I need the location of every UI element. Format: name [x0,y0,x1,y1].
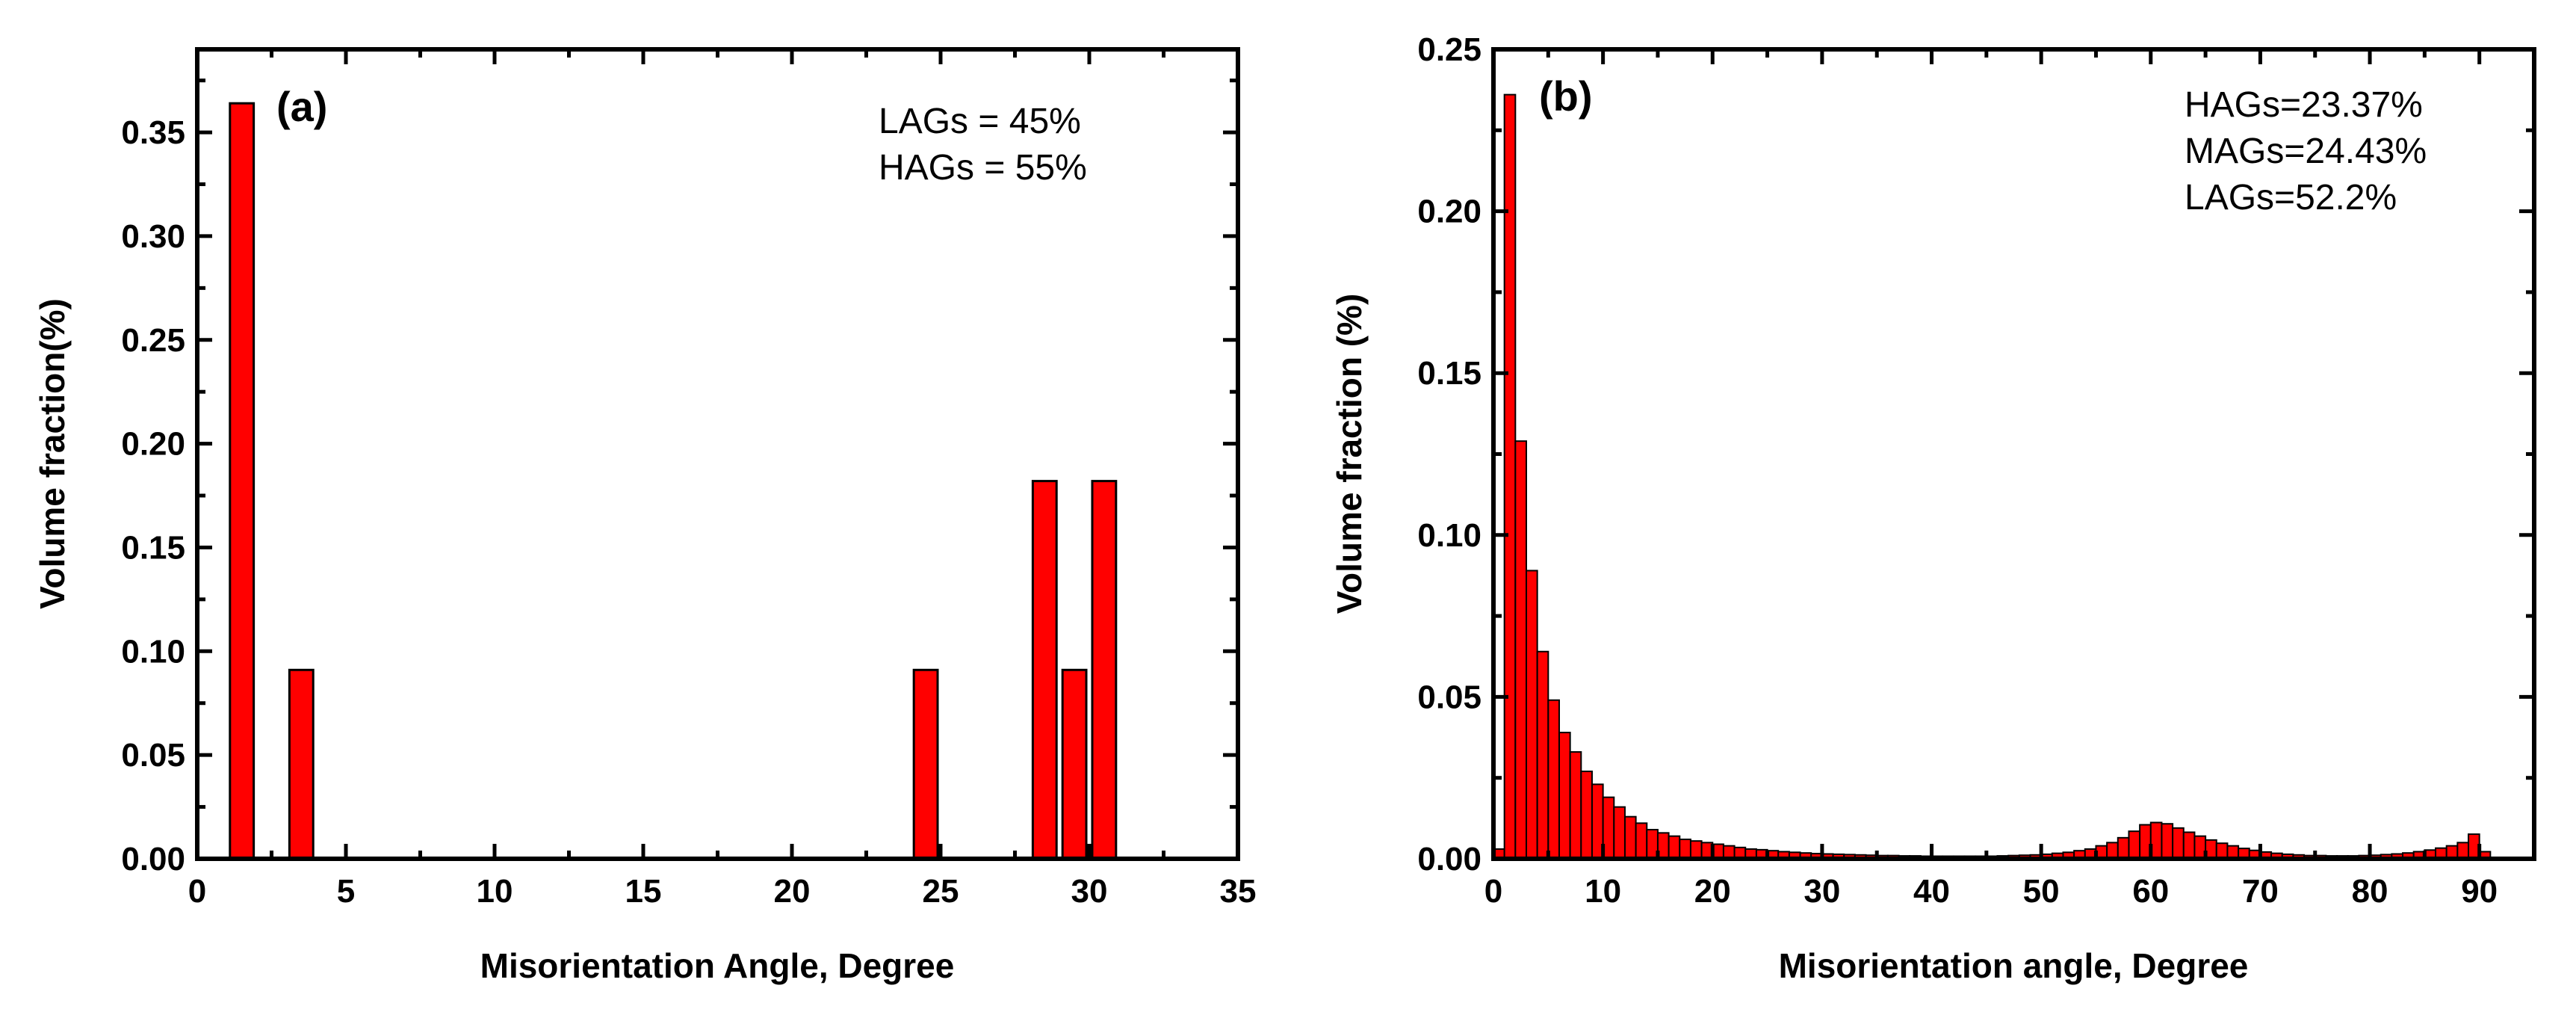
panel-b-annotation-lags: LAGs=52.2% [2185,178,2397,218]
panel-b-y-tick-label: 0.00 [1417,841,1481,877]
panel-b-x-tick-label: 10 [1585,873,1621,910]
panel-a-bar [912,668,939,860]
panel-a-label: (a) [276,83,327,130]
panel-b-x-tick-label: 80 [2352,873,2388,910]
panel-b-bar [2117,836,2130,860]
panel-b-bar [1613,806,1626,860]
panel-b-y-tick-label: 0.25 [1417,31,1481,68]
panel-a-bar [288,668,315,860]
panel-b-x-axis-title: Misorientation angle, Degree [1779,946,2249,985]
panel-a-y-tick-label: 0.25 [121,322,185,359]
panel-b-bar [2106,842,2119,860]
panel-b-bar [1623,815,1637,860]
panel-a-ticks: 0 5 10 15 20 25 30 35 0.00 0.05 0.10 0.15 0.20 0.25 0.… [121,49,1256,910]
panel-a-x-tick-label: 30 [1071,873,1108,910]
panel-b-x-tick-label: 20 [1694,873,1731,910]
panel-a-y-tick-label: 0.30 [121,218,185,255]
panel-a-x-tick-label: 15 [625,873,662,910]
panel-a-y-tick-label: 0.15 [121,529,185,566]
panel-a-y-tick-label: 0.00 [121,841,185,877]
panel-b-bar [2215,842,2229,860]
panel-b-bar [2182,831,2196,860]
panel-a-x-tick-label: 10 [477,873,513,910]
panel-b-x-tick-label: 30 [1803,873,1840,910]
panel-a-y-tick-label: 0.20 [121,426,185,463]
panel-a-x-tick-label: 25 [923,873,959,910]
panel-a-y-tick-label: 0.10 [121,633,185,670]
panel-a-x-tick-label: 35 [1220,873,1257,910]
panel-b: 0 10 20 30 40 50 60 70 80 90 0.00 0.05 0.10 0.15 0.20 0… [1330,31,2536,985]
panel-a-bar [1031,480,1058,860]
panel-b-bar [1569,751,1582,860]
panel-a-y-tick-label: 0.35 [121,114,185,151]
panel-b-y-tick-label: 0.10 [1417,517,1481,554]
panel-a-x-tick-label: 5 [337,873,355,910]
panel-a-y-tick-label: 0.05 [121,737,185,774]
panel-b-label: (b) [1539,72,1593,120]
panel-b-bar [1635,822,1648,860]
panel-b-bar [2172,827,2185,860]
panel-a-x-axis-title: Misorientation Angle, Degree [480,946,955,985]
panel-a-bar [229,102,256,860]
panel-b-x-tick-label: 0 [1484,873,1502,910]
panel-a-annotation-lags: LAGs = 45% [879,102,1081,141]
panel-b-ticks: 0 10 20 30 40 50 60 70 80 90 0.00 0.05 0.10 0.15 0.20 0… [1417,31,2534,910]
panel-b-bar [1514,440,1527,860]
panel-b-bar [1668,835,1681,860]
panel-b-x-tick-label: 60 [2132,873,2169,910]
panel-b-bar [1503,93,1517,860]
panel-b-x-tick-label: 50 [2023,873,2060,910]
panel-a-annotation-hags: HAGs = 55% [879,148,1087,188]
panel-a-x-tick-label: 20 [774,873,811,910]
panel-b-bar [1558,732,1571,860]
panel-b-bar [1679,839,1691,860]
panel-b-bar [2456,842,2470,860]
panel-b-bar [1580,771,1593,860]
panel-b-y-tick-label: 0.20 [1417,194,1481,230]
panel-b-annotation-mags: MAGs=24.43% [2185,132,2427,171]
panel-b-y-tick-label: 0.05 [1417,679,1481,715]
panel-b-bar [1525,570,1538,860]
panel-b-bar [1536,650,1549,860]
panel-a-y-axis-title: Volume fraction(%) [33,298,72,609]
panel-a: 0 5 10 15 20 25 30 35 0.00 0.05 0.10 0.15 0.20 0.25 0.… [33,47,1256,985]
panel-b-x-tick-label: 90 [2461,873,2498,910]
panel-b-x-tick-label: 40 [1913,873,1950,910]
panel-b-y-tick-label: 0.15 [1417,355,1481,392]
panel-b-bar [2161,823,2174,860]
panel-a-bar [1061,668,1088,860]
panel-a-bars [229,102,1118,860]
panel-a-x-tick-label: 0 [188,873,206,910]
panel-a-bar [1091,480,1118,860]
panel-b-annotation-hags: HAGs=23.37% [2185,85,2423,125]
panel-b-x-tick-label: 70 [2242,873,2279,910]
panel-b-bar [1547,699,1560,860]
panel-b-y-axis-title: Volume fraction (%) [1330,294,1369,614]
panel-b-bar [1689,840,1703,860]
panel-b-bar [2128,830,2141,860]
